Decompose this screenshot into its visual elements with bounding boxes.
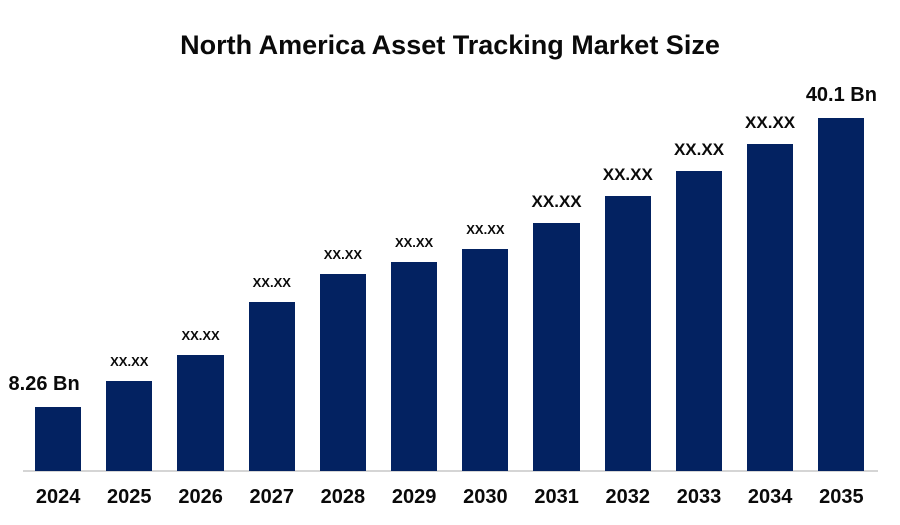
bar-2029 bbox=[391, 262, 438, 471]
bar-value-label-2032: XX.XX bbox=[602, 165, 653, 185]
bar-2027 bbox=[248, 302, 295, 471]
x-tick-label-2026: 2026 bbox=[178, 486, 223, 508]
x-tick-label-2034: 2034 bbox=[747, 486, 793, 508]
bar-2033 bbox=[675, 171, 723, 471]
bar-value-label-2035: 40.1 Bn bbox=[805, 84, 877, 106]
bar-value-label-2026: XX.XX bbox=[181, 328, 220, 344]
bar-2025 bbox=[106, 381, 153, 471]
bar-2035 bbox=[818, 118, 865, 471]
bar-2028 bbox=[319, 274, 367, 471]
x-tick-label-2024: 2024 bbox=[35, 486, 81, 508]
chart-title: North America Asset Tracking Market Size bbox=[180, 30, 720, 60]
x-tick-label-2030: 2030 bbox=[463, 486, 508, 508]
x-tick-label-2028: 2028 bbox=[320, 486, 366, 508]
bar-value-label-2030: XX.XX bbox=[466, 222, 505, 238]
x-tick-label-2033: 2033 bbox=[676, 486, 722, 508]
x-tick-label-2031: 2031 bbox=[534, 486, 579, 508]
bar-2026 bbox=[177, 355, 224, 471]
bar-value-label-2029: XX.XX bbox=[394, 235, 434, 251]
bar-value-label-2028: XX.XX bbox=[323, 247, 363, 263]
bar-2034 bbox=[747, 144, 794, 471]
bar-value-label-2031: XX.XX bbox=[531, 192, 582, 212]
bar-value-label-2033: XX.XX bbox=[673, 140, 725, 160]
x-tick-label-2027: 2027 bbox=[249, 486, 295, 508]
bar-value-label-2034: XX.XX bbox=[745, 113, 796, 133]
x-axis-line bbox=[23, 470, 878, 472]
bar-2024 bbox=[35, 407, 82, 471]
x-tick-label-2035: 2035 bbox=[819, 486, 864, 508]
bar-value-label-2027: XX.XX bbox=[252, 275, 291, 291]
bar-2030 bbox=[462, 249, 509, 471]
bar-2031 bbox=[533, 223, 580, 471]
x-tick-label-2025: 2025 bbox=[107, 486, 152, 508]
bar-value-label-2025: XX.XX bbox=[110, 354, 149, 370]
bar-value-label-2024: 8.26 Bn bbox=[8, 373, 80, 395]
x-tick-label-2032: 2032 bbox=[605, 486, 651, 508]
bar-2032 bbox=[604, 196, 651, 471]
x-tick-label-2029: 2029 bbox=[391, 486, 437, 508]
